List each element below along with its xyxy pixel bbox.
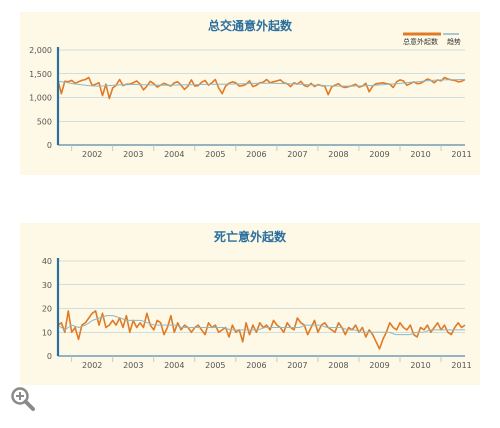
series-line-trend bbox=[57, 79, 466, 87]
x-tick-label: 2007 bbox=[287, 361, 307, 370]
x-tick-label: 2004 bbox=[164, 150, 184, 159]
magnifier-plus-icon[interactable] bbox=[10, 386, 36, 412]
fatal-accidents-chart: 0 10 20 30 40 2002 2003 2004 2005 2006 2007 2008 200… bbox=[42, 257, 472, 370]
x-tick-label: 2006 bbox=[246, 150, 266, 159]
chart-panel-total-accidents: 总交通意外起数 0 500 1,000 1,500 2,000 2002 2003 2004 2… bbox=[20, 12, 480, 175]
magnifier-plus-glyph bbox=[11, 387, 35, 411]
y-tick-label: 20 bbox=[42, 305, 52, 314]
x-tick-label: 2009 bbox=[369, 150, 389, 159]
x-tick-label: 2011 bbox=[451, 361, 471, 370]
x-tick-label: 2010 bbox=[410, 150, 430, 159]
legend-label-primary: 总意外起数 bbox=[403, 37, 438, 46]
series-line-primary bbox=[57, 76, 466, 100]
chart-title: 总交通意外起数 bbox=[207, 19, 292, 33]
y-tick-label: 0 bbox=[47, 141, 52, 150]
x-tick-label: 2003 bbox=[123, 150, 143, 159]
x-tick-label: 2002 bbox=[82, 361, 102, 370]
x-tick-label: 2009 bbox=[369, 361, 389, 370]
series-line-primary bbox=[57, 310, 466, 350]
x-tick-label: 2008 bbox=[328, 150, 348, 159]
y-tick-label: 10 bbox=[42, 328, 52, 337]
legend: 总意外起数 趋势 bbox=[403, 32, 461, 46]
legend-label-trend: 趋势 bbox=[447, 37, 461, 46]
y-tick-label: 2,000 bbox=[29, 46, 52, 55]
x-tick-label: 2002 bbox=[82, 150, 102, 159]
x-tick-label: 2011 bbox=[451, 150, 471, 159]
series-line-trend bbox=[57, 315, 465, 336]
x-tick-label: 2007 bbox=[287, 150, 307, 159]
y-tick-label: 1,500 bbox=[29, 70, 52, 79]
x-tick-label: 2006 bbox=[246, 361, 266, 370]
x-tick-label: 2008 bbox=[328, 361, 348, 370]
y-tick-label: 1,000 bbox=[29, 94, 52, 103]
x-tick-label: 2004 bbox=[164, 361, 184, 370]
y-tick-label: 500 bbox=[37, 117, 52, 126]
chart-title: 死亡意外起数 bbox=[213, 230, 286, 244]
y-tick-label: 30 bbox=[42, 281, 52, 290]
x-tick-label: 2003 bbox=[123, 361, 143, 370]
y-tick-label: 40 bbox=[42, 257, 52, 266]
x-tick-label: 2010 bbox=[410, 361, 430, 370]
y-tick-label: 0 bbox=[47, 352, 52, 361]
x-tick-label: 2005 bbox=[205, 361, 225, 370]
x-tick-label: 2005 bbox=[205, 150, 225, 159]
chart-panel-fatal-accidents: 死亡意外起数 0 10 20 30 40 2002 2003 2004 2005 2006 2007… bbox=[20, 223, 480, 385]
total-accidents-chart: 0 500 1,000 1,500 2,000 2002 2003 2004 2005 2006 2… bbox=[29, 32, 472, 159]
